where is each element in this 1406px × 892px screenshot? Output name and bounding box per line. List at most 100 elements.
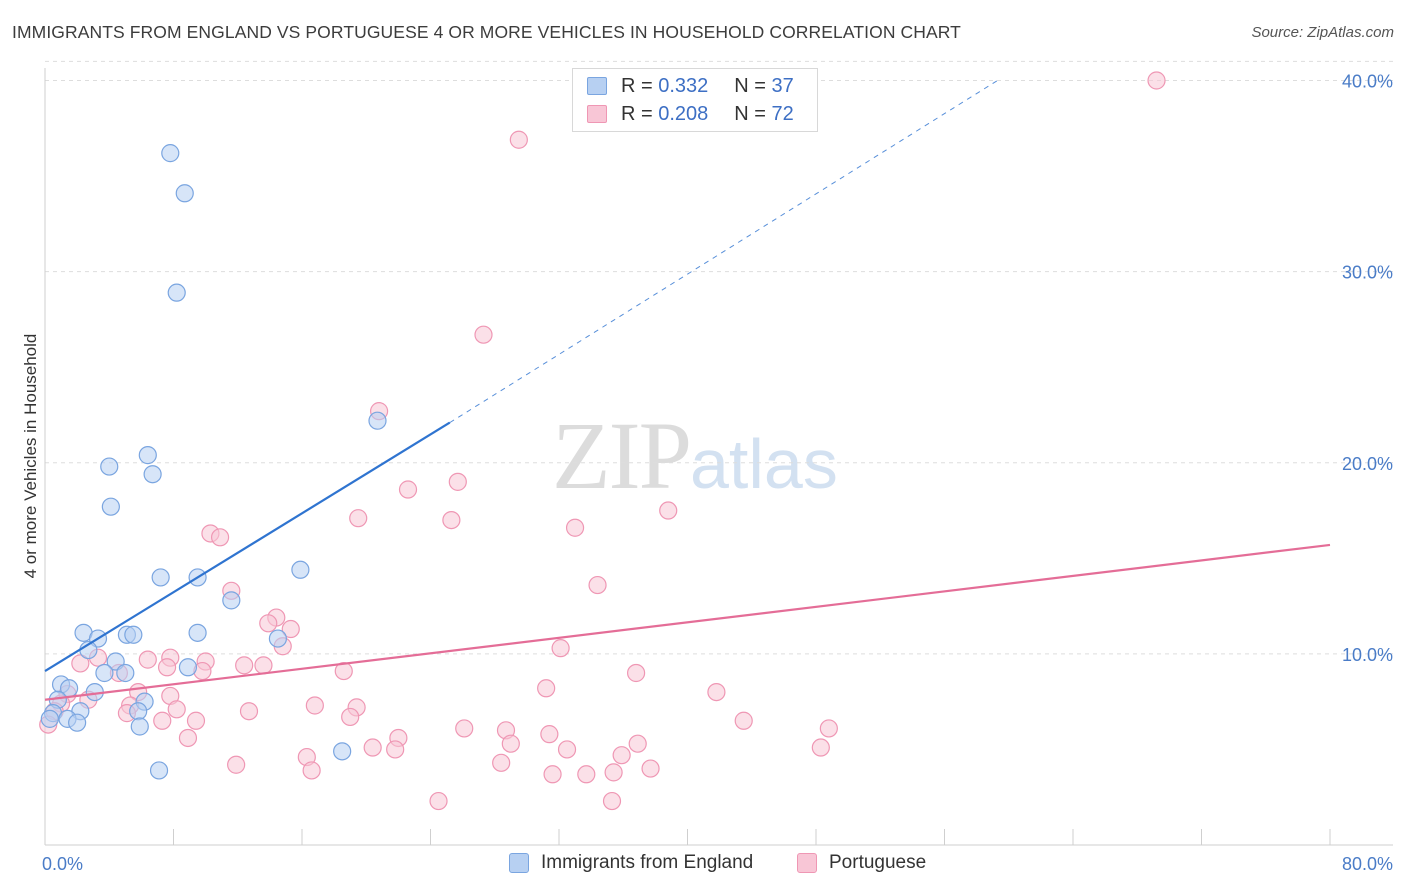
chart-title: IMMIGRANTS FROM ENGLAND VS PORTUGUESE 4 … <box>12 22 961 42</box>
england-point <box>124 625 143 644</box>
portuguese-point <box>811 738 830 757</box>
england-point <box>40 709 59 728</box>
england-point <box>143 465 162 484</box>
portuguese-point <box>305 696 324 715</box>
england-swatch <box>587 77 607 95</box>
england-r-value: 0.332 <box>658 74 709 97</box>
england-point <box>138 446 157 465</box>
england-point <box>68 713 87 732</box>
portuguese-point <box>1147 71 1166 90</box>
england-point <box>291 560 310 579</box>
portuguese-point <box>455 719 474 738</box>
y-tick-label: 10.0% <box>1342 645 1393 665</box>
england-points <box>40 144 387 780</box>
x-tick-label-min: 0.0% <box>42 854 83 874</box>
portuguese-point <box>398 480 418 499</box>
england-point <box>188 623 207 642</box>
y-tick-label: 30.0% <box>1342 263 1393 283</box>
portuguese-point <box>138 650 157 669</box>
portuguese-point <box>71 654 90 673</box>
portuguese-point <box>551 639 570 658</box>
portuguese-legend-swatch <box>797 853 817 873</box>
portuguese-point <box>628 734 647 753</box>
portuguese-point <box>612 746 631 765</box>
portuguese-r-value: 0.208 <box>658 102 709 125</box>
portuguese-n-label: N = <box>734 102 766 125</box>
legend-row-portuguese: R = 0.208 N = 72 <box>587 101 794 127</box>
england-point <box>368 411 387 430</box>
portuguese-point <box>239 702 259 721</box>
portuguese-point <box>281 619 300 639</box>
england-point <box>95 663 114 683</box>
portuguese-points <box>39 71 1166 811</box>
source-credit: Source: ZipAtlas.com <box>1251 24 1394 41</box>
portuguese-point <box>565 518 585 537</box>
x-tick-label-max: 80.0% <box>1342 854 1393 874</box>
england-r-label: R = <box>621 74 653 97</box>
y-axis-title: 4 or more Vehicles in Household <box>21 334 40 579</box>
portuguese-point <box>543 765 562 784</box>
watermark: ZIPatlas <box>552 400 838 511</box>
portuguese-point <box>492 753 511 772</box>
portuguese-point <box>153 711 172 730</box>
stats-legend: R = 0.332 N = 37 R = 0.208 N = 72 <box>572 68 818 132</box>
portuguese-point <box>602 791 622 811</box>
axes <box>44 68 1393 846</box>
portuguese-point <box>363 738 382 757</box>
gridlines <box>45 60 1393 655</box>
portuguese-trend-line <box>44 543 1331 701</box>
portuguese-point <box>540 725 559 744</box>
portuguese-point <box>509 130 528 149</box>
portuguese-point <box>474 325 493 344</box>
portuguese-point <box>577 765 596 784</box>
portuguese-point <box>178 728 198 748</box>
portuguese-point <box>537 679 556 698</box>
watermark-atlas: atlas <box>690 425 838 503</box>
england-point <box>178 658 198 677</box>
england-point <box>151 568 170 587</box>
portuguese-point <box>235 656 254 675</box>
portuguese-point <box>442 510 461 530</box>
portuguese-point <box>626 663 646 683</box>
portuguese-point <box>302 761 321 780</box>
portuguese-point <box>707 682 726 702</box>
portuguese-point <box>429 791 448 811</box>
portuguese-point <box>349 509 368 528</box>
portuguese-point <box>734 711 753 730</box>
england-legend-swatch <box>509 853 529 873</box>
portuguese-point <box>157 658 177 677</box>
portuguese-legend-label: Portuguese <box>829 852 927 873</box>
portuguese-point <box>604 763 623 782</box>
england-point <box>161 144 180 163</box>
england-trend-line <box>44 421 451 673</box>
tick-labels: 10.0% 20.0% 30.0% 40.0% 0.0% 80.0% <box>42 72 1393 875</box>
portuguese-point <box>557 740 577 759</box>
watermark-zip: ZIP <box>552 402 692 509</box>
england-point <box>149 761 169 780</box>
england-n-label: N = <box>734 74 766 97</box>
portuguese-point <box>186 711 206 730</box>
england-point <box>268 629 288 648</box>
england-point <box>167 283 186 302</box>
trend-lines <box>44 80 1331 701</box>
legend-item-england[interactable]: Immigrants from England <box>509 852 753 874</box>
england-point <box>175 184 194 203</box>
portuguese-point <box>819 719 838 738</box>
portuguese-point <box>254 656 273 675</box>
portuguese-n-value: 72 <box>771 102 794 125</box>
portuguese-point <box>334 661 353 681</box>
portuguese-point <box>641 759 660 778</box>
legend-item-portuguese[interactable]: Portuguese <box>797 852 926 874</box>
england-point <box>222 591 241 610</box>
portuguese-point <box>227 755 246 774</box>
portuguese-point <box>210 528 230 547</box>
portuguese-point <box>167 700 186 719</box>
y-tick-label: 20.0% <box>1342 454 1393 474</box>
portuguese-point <box>659 501 678 520</box>
portuguese-point <box>501 734 520 753</box>
england-point <box>130 717 149 736</box>
portuguese-point <box>341 707 360 727</box>
england-n-value: 37 <box>771 74 794 97</box>
portuguese-point <box>259 614 278 633</box>
